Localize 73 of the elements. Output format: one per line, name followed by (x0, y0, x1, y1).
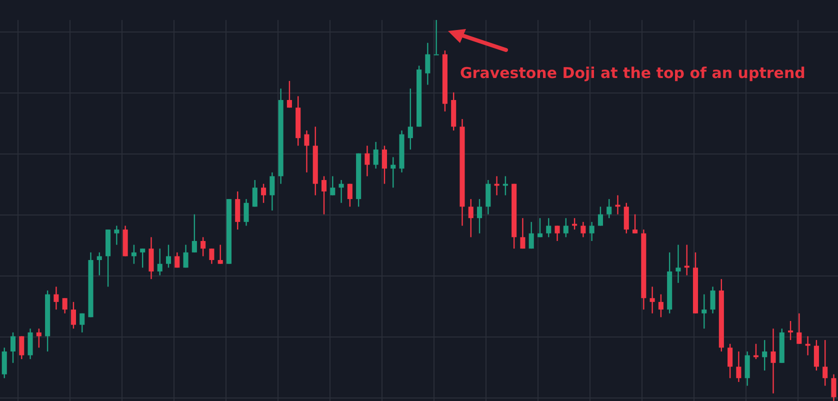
candlestick (676, 244, 681, 284)
candlestick (131, 244, 136, 264)
candlestick (624, 202, 629, 234)
candlestick (2, 347, 7, 379)
candlestick (537, 218, 543, 238)
candlestick (80, 312, 85, 334)
candlestick (762, 339, 768, 372)
candlestick (702, 294, 707, 330)
candlestick (373, 141, 378, 170)
candlestick (770, 328, 776, 394)
candlestick (632, 214, 638, 234)
candlestick (166, 244, 172, 268)
candlestick (96, 252, 102, 276)
candlestick (244, 198, 249, 226)
candlestick (554, 225, 560, 242)
candlestick (62, 298, 68, 314)
candlestick (589, 221, 594, 242)
candlestick (744, 350, 750, 386)
candlestick (235, 190, 240, 230)
candlestick (286, 80, 292, 108)
candlestick (54, 286, 59, 310)
candlestick (10, 332, 16, 364)
candlestick (796, 312, 802, 344)
candlestick (434, 20, 439, 56)
candlestick (140, 248, 146, 268)
candlestick (157, 248, 162, 276)
candlestick (477, 198, 482, 234)
candlestick (70, 301, 76, 330)
candlestick (270, 172, 275, 212)
candlestick (814, 339, 819, 372)
candlestick (192, 214, 197, 254)
candlestick (468, 198, 474, 238)
candlestick (728, 343, 733, 379)
candlestick (36, 328, 42, 348)
candlestick (304, 130, 310, 173)
candlestick (546, 218, 552, 238)
candlestick (183, 244, 188, 268)
candlestick (563, 218, 568, 238)
candlestick (684, 244, 690, 276)
candlestick (19, 336, 24, 360)
candlestick (114, 225, 120, 246)
candlestick (805, 336, 810, 356)
candlestick (831, 374, 836, 401)
candlestick (598, 206, 603, 226)
candlestick (710, 286, 716, 314)
candlestick (148, 236, 154, 280)
candlestick (347, 183, 352, 208)
candlestick (486, 179, 491, 215)
candlestick (425, 42, 430, 86)
candlestick (364, 145, 370, 177)
candlestick (520, 218, 526, 250)
candlestick (580, 221, 586, 238)
candlestick (338, 179, 344, 204)
candlestick (658, 294, 664, 318)
candlestick (528, 221, 534, 250)
annotation: Gravestone Doji at the top of an uptrend (460, 64, 806, 82)
candlestick (650, 286, 655, 314)
candlestick (174, 252, 180, 268)
candlestick (736, 350, 742, 383)
candlestick (822, 339, 828, 386)
candlestick (382, 145, 388, 184)
candlestick (788, 320, 794, 341)
candlestick (200, 236, 206, 257)
candlestick (252, 179, 258, 208)
candlestick (261, 183, 266, 204)
candlestick (408, 88, 413, 150)
candlestick (218, 244, 223, 264)
candlestick (390, 156, 396, 188)
candlestick (330, 176, 336, 196)
candlestick (28, 328, 33, 360)
candlestick (321, 176, 327, 215)
candlestick (209, 248, 214, 264)
candlestick (606, 198, 612, 219)
